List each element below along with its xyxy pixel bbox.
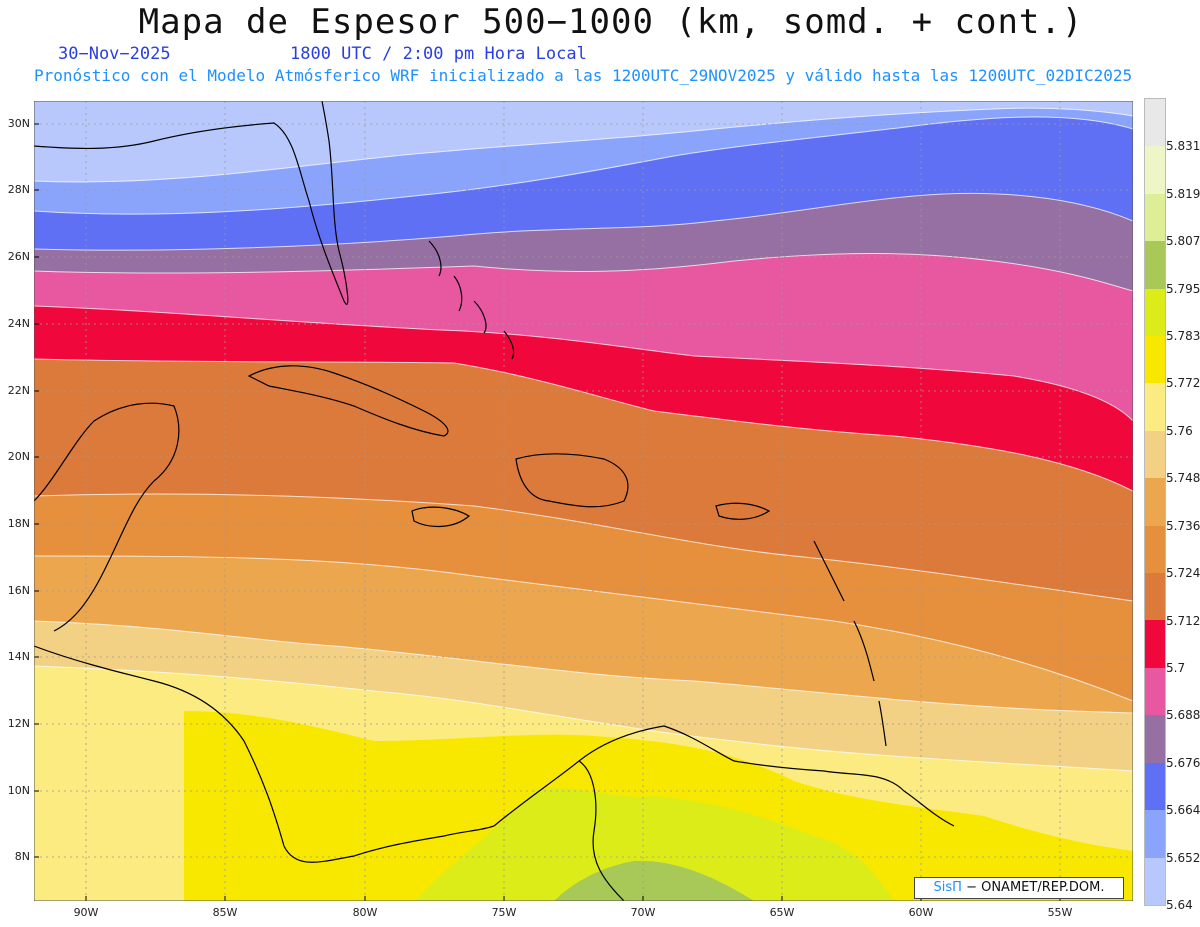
colorbar-segment [1145, 667, 1165, 716]
colorbar-segment [1145, 810, 1165, 858]
colorbar-segment [1145, 573, 1165, 621]
model-subtitle: Pronóstico con el Modelo Atmósferico WRF… [34, 66, 1133, 85]
colorbar-label: 5.664 [1166, 803, 1200, 818]
map-title: Mapa de Espesor 500−1000 (km, somd. + co… [138, 2, 1084, 42]
colorbar-label: 5.64 [1166, 898, 1193, 912]
lon-label: 80W [352, 906, 378, 919]
colorbar-segment [1145, 241, 1165, 289]
lat-label: 18N [7, 517, 30, 530]
colorbar-segment [1145, 383, 1165, 431]
lat-label: 28N [7, 183, 30, 196]
colorbar-label: 5.819 [1166, 186, 1200, 201]
thickness-map [34, 101, 1133, 901]
coastlines [34, 101, 955, 901]
colorbar-label: 5.76 [1166, 423, 1193, 438]
lon-label: 85W [212, 906, 238, 919]
credit-brand: SisΠ [933, 880, 962, 895]
lat-label: 10N [7, 784, 30, 797]
band-fill-14 [554, 860, 754, 901]
colorbar-label: 5.783 [1166, 329, 1200, 344]
colorbar-segment [1145, 99, 1165, 147]
lon-label: 90W [73, 906, 99, 919]
colorbar-label: 5.688 [1166, 708, 1200, 723]
colorbar-label: 5.831 [1166, 139, 1200, 154]
credit-box: SisΠ − ONAMET/REP.DOM. [914, 877, 1124, 899]
lat-label: 26N [7, 250, 30, 263]
colorbar-segment [1145, 193, 1165, 242]
lon-label: 70W [630, 906, 656, 919]
colorbar-segment [1145, 620, 1165, 668]
lon-label: 60W [908, 906, 934, 919]
colorbar-label: 5.795 [1166, 281, 1200, 296]
band-fill-13 [414, 788, 894, 901]
colorbar-label: 5.676 [1166, 755, 1200, 770]
colorbar-segment [1145, 525, 1165, 574]
lon-label: 75W [491, 906, 517, 919]
lon-label: 55W [1047, 906, 1073, 919]
colorbar-segment [1145, 478, 1165, 526]
contour-lines [34, 107, 1133, 772]
colorbar-segment [1145, 715, 1165, 763]
colorbar-label: 5.748 [1166, 471, 1200, 486]
lat-label: 14N [7, 650, 30, 663]
colorbar-segment [1145, 430, 1165, 479]
forecast-date: 30−Nov−2025 [58, 44, 171, 64]
colorbar-segment [1145, 857, 1165, 905]
colorbar-segment [1145, 146, 1165, 194]
colorbar-label: 5.807 [1166, 234, 1200, 249]
lat-label: 24N [7, 317, 30, 330]
lat-label: 22N [7, 384, 30, 397]
lon-label: 65W [769, 906, 795, 919]
colorbar-label: 5.724 [1166, 566, 1200, 581]
colorbar-segment [1145, 288, 1165, 337]
colorbar-label: 5.736 [1166, 518, 1200, 533]
lat-label: 20N [7, 450, 30, 463]
colorbar-label: 5.712 [1166, 613, 1200, 628]
colorbar-label: 5.772 [1166, 376, 1200, 391]
colorbar-label: 5.7 [1166, 660, 1186, 675]
lat-label: 12N [7, 717, 30, 730]
colorbar [1144, 98, 1166, 906]
lat-label: 30N [7, 117, 30, 130]
lat-label: 16N [7, 584, 30, 597]
colorbar-segment [1145, 336, 1165, 384]
colorbar-segment [1145, 762, 1165, 811]
lat-label: 8N [14, 850, 30, 863]
credit-text: − ONAMET/REP.DOM. [961, 880, 1105, 895]
forecast-time: 1800 UTC / 2:00 pm Hora Local [290, 44, 587, 64]
colorbar-label: 5.652 [1166, 850, 1200, 865]
